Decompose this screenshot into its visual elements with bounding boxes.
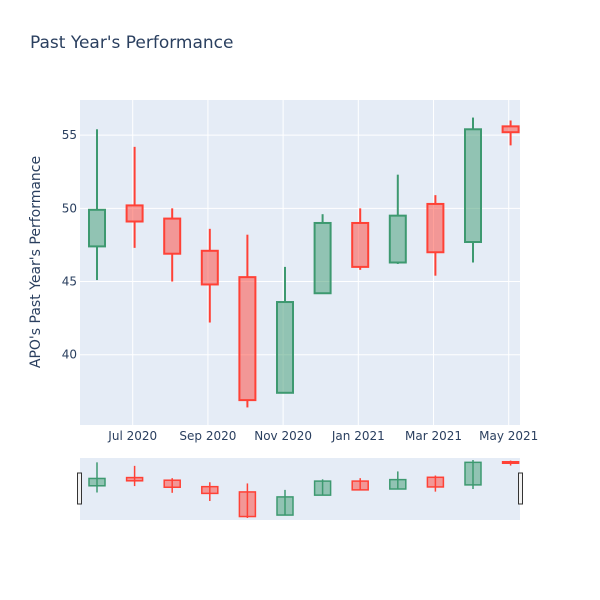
candle	[88, 129, 106, 281]
mini-candle-body	[389, 478, 407, 490]
mini-candle-body	[501, 461, 520, 465]
candle-body	[501, 125, 520, 134]
mini-candle-body	[163, 479, 181, 488]
mini-candle-body	[125, 476, 144, 482]
mini-candle-body	[351, 480, 369, 491]
y-tick-label: 50	[62, 201, 77, 215]
candle-body	[163, 217, 182, 255]
y-axis-ticks: 40 45 50 55	[62, 128, 77, 362]
mini-candle-body	[426, 476, 445, 488]
candle-body	[125, 204, 144, 223]
candle	[501, 120, 520, 146]
mini-candle-body	[276, 496, 294, 516]
mini-candle	[238, 483, 257, 518]
mini-candle	[464, 460, 482, 489]
x-tick-label: Jan 2021	[331, 429, 385, 443]
candle	[464, 117, 482, 263]
mini-candle	[201, 482, 219, 502]
candle	[200, 228, 219, 323]
mini-candle	[125, 465, 144, 487]
candle-body	[388, 214, 407, 264]
candle-body	[351, 221, 370, 268]
candle-body	[238, 276, 257, 402]
x-axis-ticks: Jul 2020 Sep 2020 Nov 2020 Jan 2021 Mar 2021…	[107, 429, 538, 443]
mini-candle	[88, 462, 106, 493]
y-tick-label: 40	[62, 348, 77, 362]
candle-body	[464, 128, 482, 244]
x-tick-label: Nov 2020	[254, 429, 312, 443]
x-tick-label: May 2021	[479, 429, 538, 443]
candle	[313, 214, 332, 295]
candle	[276, 266, 294, 394]
candle-body	[276, 301, 294, 394]
candle	[351, 208, 370, 270]
mini-candle	[426, 475, 445, 492]
y-tick-label: 55	[62, 128, 77, 142]
candle	[388, 174, 407, 264]
x-tick-label: Mar 2021	[405, 429, 462, 443]
mini-candle-body	[313, 480, 332, 496]
candle	[163, 208, 182, 282]
chart-title: Past Year's Performance	[30, 33, 234, 53]
mini-candle	[501, 460, 520, 466]
mini-candle	[276, 489, 294, 516]
mini-candle-body	[201, 485, 219, 495]
x-tick-label: Jul 2020	[107, 429, 157, 443]
candle-body	[313, 221, 332, 295]
range-slider-candles	[88, 460, 520, 518]
range-slider-left-handle[interactable]	[77, 472, 82, 505]
candles	[88, 117, 520, 408]
mini-candle	[313, 479, 332, 496]
range-slider-area[interactable]	[80, 458, 520, 520]
plot-area	[80, 100, 520, 425]
mini-candle-body	[464, 461, 482, 486]
range-slider-right-handle[interactable]	[518, 472, 523, 505]
candle-body	[88, 208, 106, 248]
candle	[426, 195, 445, 276]
candle-body	[426, 202, 445, 254]
mini-candle-body	[238, 491, 257, 518]
x-tick-label: Sep 2020	[179, 429, 236, 443]
candle	[125, 146, 144, 248]
mini-candle	[351, 478, 369, 491]
mini-candle	[163, 478, 181, 493]
mini-candle-body	[88, 477, 106, 487]
y-tick-label: 45	[62, 275, 77, 289]
mini-candle	[389, 471, 407, 490]
candle-body	[200, 249, 219, 286]
candle	[238, 234, 257, 408]
